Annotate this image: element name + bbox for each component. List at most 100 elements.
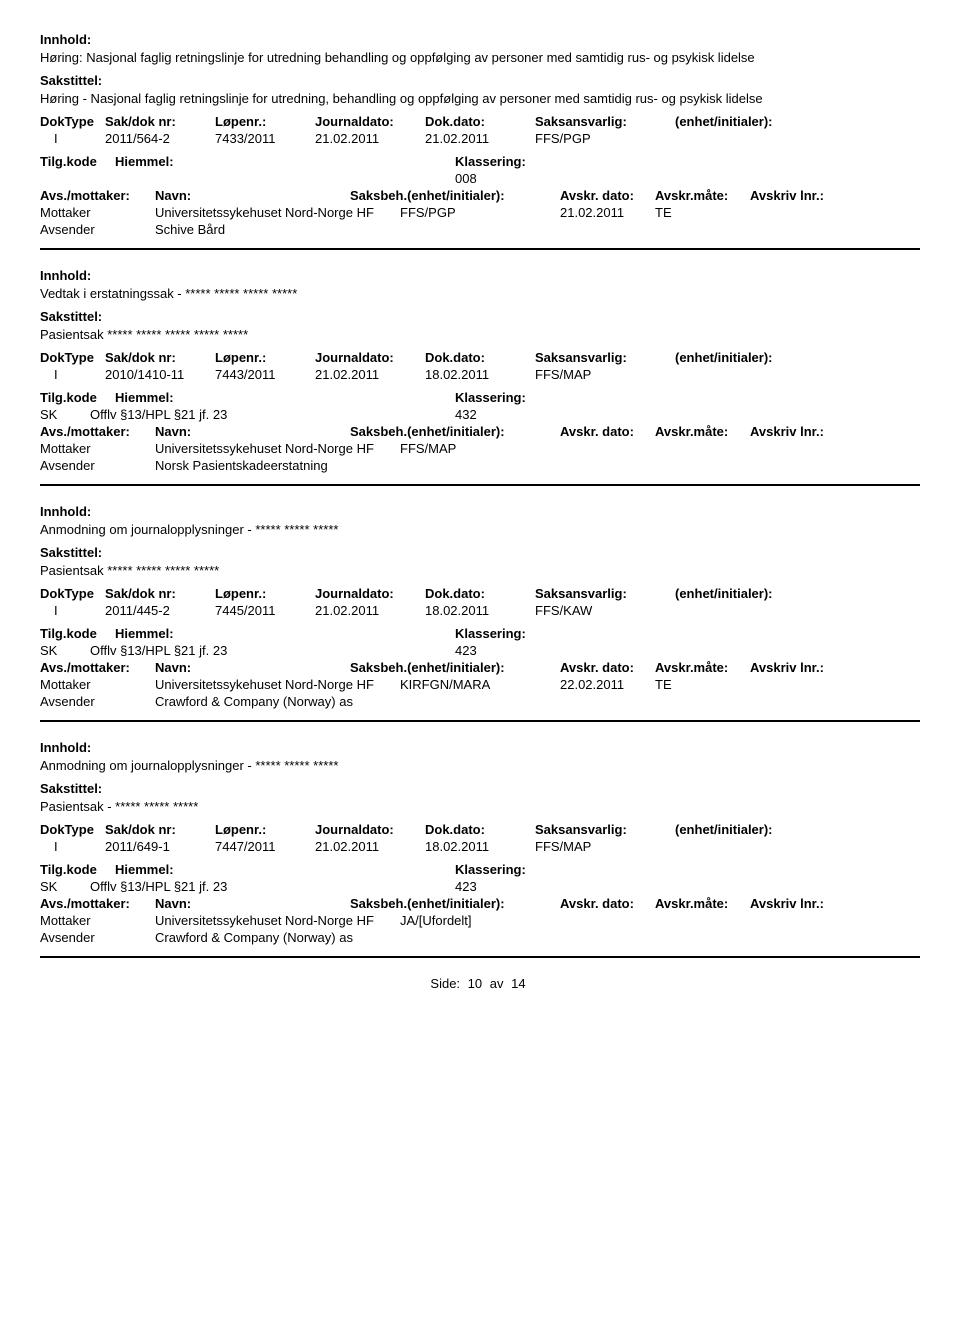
hjemmel-value (90, 181, 455, 183)
mottaker-avskrdato: 21.02.2011 (560, 204, 655, 221)
sakdok-value: 2011/564-2 (105, 130, 215, 147)
lopenr-label: Løpenr.: (215, 821, 315, 838)
avsmottaker-header-row: Avs./mottaker: Navn: Saksbeh.(enhet/init… (40, 895, 920, 912)
hjemmel-label: Hiemmel: (115, 389, 215, 406)
journal-entry: Innhold: Anmodning om journalopplysninge… (40, 504, 920, 722)
mottaker-role: Mottaker (40, 204, 155, 221)
saksansvarlig-value: FFS/MAP (535, 838, 675, 855)
tilgkode-label: Tilg.kode (40, 389, 115, 406)
mottaker-role: Mottaker (40, 440, 155, 457)
meta-value-row: I 2010/1410-11 7443/2011 21.02.2011 18.0… (40, 366, 920, 383)
lopenr-value: 7443/2011 (215, 366, 315, 383)
doktype-label: DokType (40, 349, 105, 366)
saksansvarlig-label: Saksansvarlig: (535, 585, 675, 602)
avsender-row: Avsender Norsk Pasientskadeerstatning (40, 457, 920, 474)
innhold-text: Vedtak i erstatningssak - ***** ***** **… (40, 285, 920, 303)
avsender-role: Avsender (40, 929, 155, 946)
sakstittel-label: Sakstittel: (40, 781, 920, 796)
page-current: 10 (464, 976, 486, 991)
innhold-label: Innhold: (40, 268, 920, 283)
meta-header-row: DokType Sak/dok nr: Løpenr.: Journaldato… (40, 113, 920, 130)
avskrivlnr-label: Avskriv lnr.: (750, 187, 840, 204)
lopenr-value: 7447/2011 (215, 838, 315, 855)
dokdato-label: Dok.dato: (425, 821, 535, 838)
mottaker-avskrmate (655, 451, 700, 453)
avsender-row: Avsender Crawford & Company (Norway) as (40, 693, 920, 710)
saksansvarlig-value: FFS/KAW (535, 602, 675, 619)
doktype-value: I (40, 838, 105, 855)
navn-label: Navn: (155, 187, 350, 204)
klassering-value: 008 (455, 170, 477, 187)
tilgkode-label: Tilg.kode (40, 153, 115, 170)
klassering-label: Klassering: (455, 153, 526, 170)
meta-value-row: I 2011/564-2 7433/2011 21.02.2011 21.02.… (40, 130, 920, 147)
klassering-value: 432 (455, 406, 477, 423)
saksansvarlig-label: Saksansvarlig: (535, 821, 675, 838)
navn-label: Navn: (155, 895, 350, 912)
mottaker-saksbeh: KIRFGN/MARA (400, 676, 560, 693)
innhold-label: Innhold: (40, 740, 920, 755)
avskrivlnr-label: Avskriv lnr.: (750, 423, 840, 440)
journaldato-label: Journaldato: (315, 585, 425, 602)
doktype-label: DokType (40, 585, 105, 602)
innhold-label: Innhold: (40, 32, 920, 47)
tilg-header-row: Tilg.kode Hiemmel: Klassering: (40, 625, 920, 642)
dokdato-label: Dok.dato: (425, 585, 535, 602)
mottaker-avskrdato (560, 451, 655, 453)
doktype-label: DokType (40, 821, 105, 838)
sakstittel-text: Pasientsak ***** ***** ***** ***** ***** (40, 326, 920, 344)
mottaker-saksbeh: JA/[Ufordelt] (400, 912, 560, 929)
mottaker-avskrmate (655, 923, 700, 925)
mottaker-row: Mottaker Universitetssykehuset Nord-Norg… (40, 204, 920, 221)
avsender-role: Avsender (40, 221, 155, 238)
dokdato-label: Dok.dato: (425, 113, 535, 130)
hjemmel-label: Hiemmel: (115, 153, 215, 170)
klassering-value: 423 (455, 642, 477, 659)
journaldato-label: Journaldato: (315, 113, 425, 130)
avskrmate-label: Avskr.måte: (655, 423, 750, 440)
sakdok-label: Sak/dok nr: (105, 349, 215, 366)
avskrmate-label: Avskr.måte: (655, 895, 750, 912)
dokdato-label: Dok.dato: (425, 349, 535, 366)
hjemmel-value: Offlv §13/HPL §21 jf. 23 (90, 878, 455, 895)
saksansvarlig-value: FFS/MAP (535, 366, 675, 383)
avsender-navn: Schive Bård (155, 221, 400, 238)
journaldato-value: 21.02.2011 (315, 602, 425, 619)
journaldato-label: Journaldato: (315, 821, 425, 838)
mottaker-saksbeh: FFS/MAP (400, 440, 560, 457)
journaldato-value: 21.02.2011 (315, 366, 425, 383)
tilgkode-value: SK (40, 878, 90, 895)
side-label: Side: (430, 976, 460, 991)
innhold-text: Høring: Nasjonal faglig retningslinje fo… (40, 49, 920, 67)
avsender-row: Avsender Schive Bård (40, 221, 920, 238)
avskrdato-label: Avskr. dato: (560, 187, 655, 204)
meta-value-row: I 2011/649-1 7447/2011 21.02.2011 18.02.… (40, 838, 920, 855)
sakstittel-text: Høring - Nasjonal faglig retningslinje f… (40, 90, 920, 108)
saksbeh-label: Saksbeh.(enhet/initialer): (350, 895, 560, 912)
sakdok-label: Sak/dok nr: (105, 113, 215, 130)
saksansvarlig-label: Saksansvarlig: (535, 113, 675, 130)
navn-label: Navn: (155, 659, 350, 676)
klassering-label: Klassering: (455, 861, 526, 878)
avskrmate-label: Avskr.måte: (655, 187, 750, 204)
sakstittel-text: Pasientsak ***** ***** ***** ***** (40, 562, 920, 580)
avsender-navn: Crawford & Company (Norway) as (155, 693, 400, 710)
enhet-label: (enhet/initialer): (675, 821, 825, 838)
mottaker-avskrmate: TE (655, 204, 700, 221)
tilg-value-row: SK Offlv §13/HPL §21 jf. 23 423 (40, 878, 920, 895)
klassering-label: Klassering: (455, 389, 526, 406)
meta-value-row: I 2011/445-2 7445/2011 21.02.2011 18.02.… (40, 602, 920, 619)
lopenr-value: 7445/2011 (215, 602, 315, 619)
navn-label: Navn: (155, 423, 350, 440)
tilgkode-value: SK (40, 642, 90, 659)
mottaker-row: Mottaker Universitetssykehuset Nord-Norg… (40, 676, 920, 693)
journaldato-value: 21.02.2011 (315, 130, 425, 147)
enhet-label: (enhet/initialer): (675, 113, 825, 130)
dokdato-value: 18.02.2011 (425, 602, 535, 619)
sakdok-value: 2011/445-2 (105, 602, 215, 619)
hjemmel-value: Offlv §13/HPL §21 jf. 23 (90, 406, 455, 423)
journal-entry: Innhold: Høring: Nasjonal faglig retning… (40, 32, 920, 250)
tilg-header-row: Tilg.kode Hiemmel: Klassering: (40, 153, 920, 170)
innhold-label: Innhold: (40, 504, 920, 519)
sakdok-label: Sak/dok nr: (105, 821, 215, 838)
